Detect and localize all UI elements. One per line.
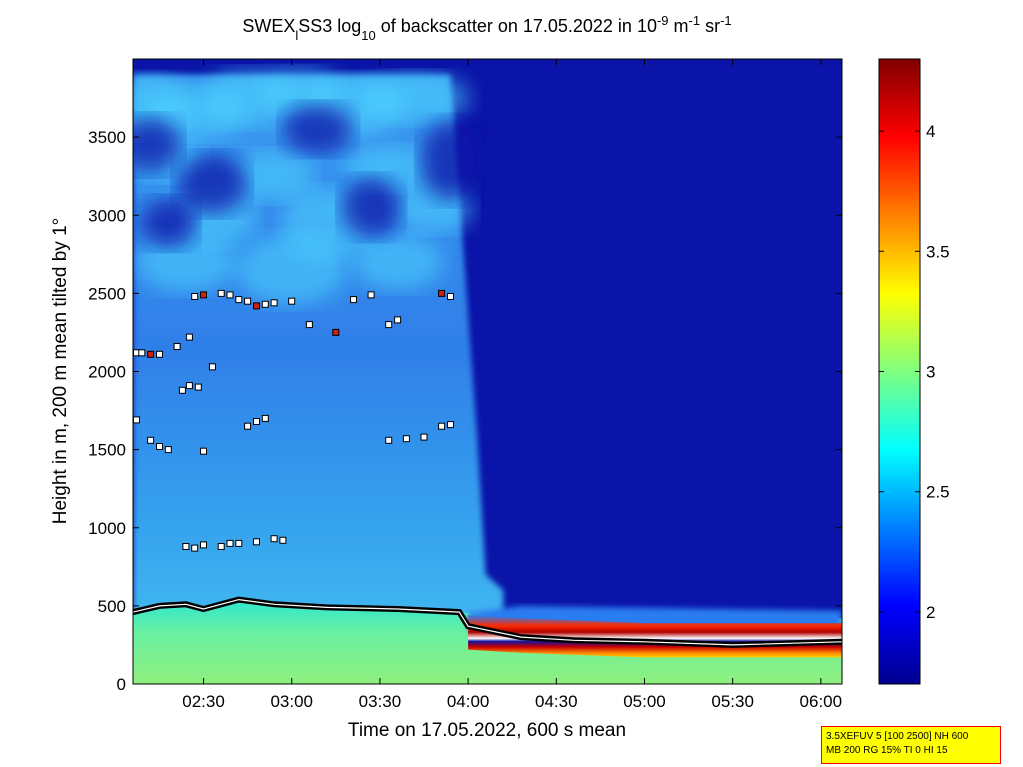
low-level-point xyxy=(226,539,234,547)
cloud-base-point xyxy=(438,289,446,297)
low-level-point xyxy=(235,539,243,547)
cloud-base-point xyxy=(217,289,225,297)
x-tick-label: 05:30 xyxy=(711,692,754,711)
cloud-base-point xyxy=(191,293,199,300)
cloud-base-point xyxy=(305,321,313,329)
clear-air-patch xyxy=(420,120,481,201)
aerosol-patch xyxy=(236,234,347,305)
mid-level-point xyxy=(133,416,140,424)
cloud-base-point xyxy=(350,296,357,304)
colorbar-tick-label: 3 xyxy=(926,363,935,382)
colorbar-ticks: 2 2.5 3 3.5 4 xyxy=(879,122,950,622)
y-tick-label: 0 xyxy=(117,675,126,694)
mid-level-point xyxy=(147,436,155,444)
mid-level-point xyxy=(200,447,207,455)
mid-level-point xyxy=(420,433,428,441)
x-tick-label: 04:30 xyxy=(535,692,578,711)
mid-level-point xyxy=(253,418,260,425)
mid-level-point xyxy=(244,422,252,430)
chart-title: SWEXlSS3 log10 of backscatter on 17.05.2… xyxy=(242,13,731,43)
low-level-point xyxy=(279,536,287,544)
y-axis: 0 500 1000 1500 2000 2500 3000 3500 xyxy=(88,128,842,694)
backscatter-heatmap xyxy=(133,59,842,684)
mid-level-point xyxy=(164,446,172,454)
y-tick-label: 3500 xyxy=(88,128,126,147)
cloud-base-point xyxy=(288,297,296,305)
mid-level-point xyxy=(402,435,410,443)
colorbar: 2 2.5 3 3.5 4 xyxy=(878,58,950,685)
cloud-base-point xyxy=(185,333,193,341)
clear-air-patch xyxy=(177,154,248,214)
mid-level-point xyxy=(185,382,193,390)
x-tick-label: 02:30 xyxy=(182,692,225,711)
cloud-base-point xyxy=(156,350,163,358)
colorbar-tick-label: 2 xyxy=(926,603,935,622)
low-level-point xyxy=(191,544,199,552)
cloud-base-point xyxy=(270,299,278,307)
y-tick-label: 2500 xyxy=(88,284,126,303)
low-level-point xyxy=(200,541,207,549)
clear-air-patch xyxy=(133,116,181,173)
colorbar-tick-label: 4 xyxy=(926,122,935,141)
x-tick-label: 06:00 xyxy=(800,692,843,711)
colorbar-scale xyxy=(878,58,921,685)
cloud-base-point xyxy=(261,300,269,308)
aerosol-patch xyxy=(352,234,443,291)
cloud-base-point xyxy=(200,291,207,299)
cloud-base-point xyxy=(447,293,454,300)
detection-marks xyxy=(133,289,842,648)
y-tick-label: 3000 xyxy=(88,206,126,225)
low-level-point xyxy=(270,535,278,543)
cloud-base-point xyxy=(253,302,260,310)
y-tick-label: 1500 xyxy=(88,441,126,460)
clear-air-patch xyxy=(140,198,197,249)
cloud-base-point xyxy=(244,297,252,305)
cloud-base-point xyxy=(385,321,393,329)
mid-level-point xyxy=(261,414,269,422)
cloud-base-point xyxy=(138,349,146,357)
y-tick-label: 2000 xyxy=(88,363,126,382)
clear-air-patch xyxy=(283,104,354,155)
x-tick-label: 03:30 xyxy=(359,692,402,711)
aerosol-patch xyxy=(360,73,471,124)
y-tick-label: 500 xyxy=(98,597,126,616)
mid-level-point xyxy=(178,386,186,394)
y-axis-label: Height in m, 200 m mean tilted by 1° xyxy=(50,218,71,524)
aerosol-patch xyxy=(234,151,315,202)
cloud-base-point xyxy=(367,291,375,299)
y-tick-label: 1000 xyxy=(88,519,126,538)
cloud-base-point xyxy=(173,343,181,350)
mid-level-point xyxy=(385,436,393,444)
info-line-1: 3.5XEFUV 5 [100 2500] NH 600 xyxy=(826,731,969,742)
low-level-point xyxy=(253,538,260,546)
cloud-base-point xyxy=(235,296,243,304)
backscatter-field xyxy=(133,68,842,684)
boundary-layer-line-highlight xyxy=(133,598,842,646)
processing-info-box: 3.5XEFUV 5 [100 2500] NH 600 MB 200 RG 1… xyxy=(821,726,1001,764)
x-axis-label: Time on 17.05.2022, 600 s mean xyxy=(348,720,626,741)
cloud-base-point xyxy=(332,328,340,336)
cloud-base-point xyxy=(394,316,402,324)
mid-level-point xyxy=(156,443,163,450)
clear-air-patch xyxy=(341,177,402,238)
mid-level-point xyxy=(438,422,446,430)
x-tick-label: 04:00 xyxy=(447,692,490,711)
info-line-2: MB 200 RG 15% TI 0 HI 15 xyxy=(826,745,948,756)
cloud-base-point xyxy=(147,350,155,358)
mid-level-point xyxy=(194,383,202,391)
x-tick-label: 05:00 xyxy=(623,692,666,711)
low-level-point xyxy=(217,543,225,550)
mid-level-point xyxy=(208,363,216,371)
low-level-point xyxy=(182,543,190,550)
colorbar-tick-label: 3.5 xyxy=(926,242,950,261)
x-axis: 02:30 03:00 03:30 04:00 04:30 05:00 05:30 06:00 xyxy=(182,59,842,711)
x-tick-label: 03:00 xyxy=(270,692,313,711)
cloud-base-point xyxy=(226,291,234,299)
colorbar-tick-label: 2.5 xyxy=(926,483,950,502)
mid-level-point xyxy=(447,421,454,429)
